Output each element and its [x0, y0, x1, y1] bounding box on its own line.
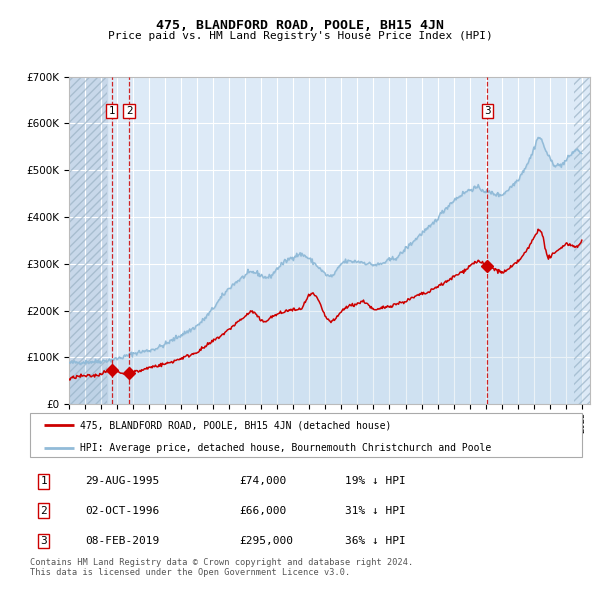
Text: 36% ↓ HPI: 36% ↓ HPI [344, 536, 406, 546]
Text: 475, BLANDFORD ROAD, POOLE, BH15 4JN: 475, BLANDFORD ROAD, POOLE, BH15 4JN [156, 19, 444, 32]
Bar [69, 77, 107, 404]
Bar [574, 77, 590, 404]
Text: 02-OCT-1996: 02-OCT-1996 [85, 506, 160, 516]
Text: 475, BLANDFORD ROAD, POOLE, BH15 4JN (detached house): 475, BLANDFORD ROAD, POOLE, BH15 4JN (de… [80, 421, 391, 430]
Text: 19% ↓ HPI: 19% ↓ HPI [344, 477, 406, 486]
Text: 31% ↓ HPI: 31% ↓ HPI [344, 506, 406, 516]
Bar [69, 77, 107, 404]
Bar [574, 77, 590, 404]
Text: 3: 3 [484, 106, 491, 116]
Text: 1: 1 [109, 106, 115, 116]
Text: 08-FEB-2019: 08-FEB-2019 [85, 536, 160, 546]
Text: 3: 3 [40, 536, 47, 546]
Text: 1: 1 [40, 477, 47, 486]
Text: £74,000: £74,000 [240, 477, 287, 486]
Text: 2: 2 [40, 506, 47, 516]
FancyBboxPatch shape [30, 413, 582, 457]
Text: £66,000: £66,000 [240, 506, 287, 516]
Text: Price paid vs. HM Land Registry's House Price Index (HPI): Price paid vs. HM Land Registry's House … [107, 31, 493, 41]
Text: 29-AUG-1995: 29-AUG-1995 [85, 477, 160, 486]
Text: £295,000: £295,000 [240, 536, 294, 546]
Text: 2: 2 [126, 106, 133, 116]
Text: Contains HM Land Registry data © Crown copyright and database right 2024.
This d: Contains HM Land Registry data © Crown c… [30, 558, 413, 577]
Text: HPI: Average price, detached house, Bournemouth Christchurch and Poole: HPI: Average price, detached house, Bour… [80, 442, 491, 453]
